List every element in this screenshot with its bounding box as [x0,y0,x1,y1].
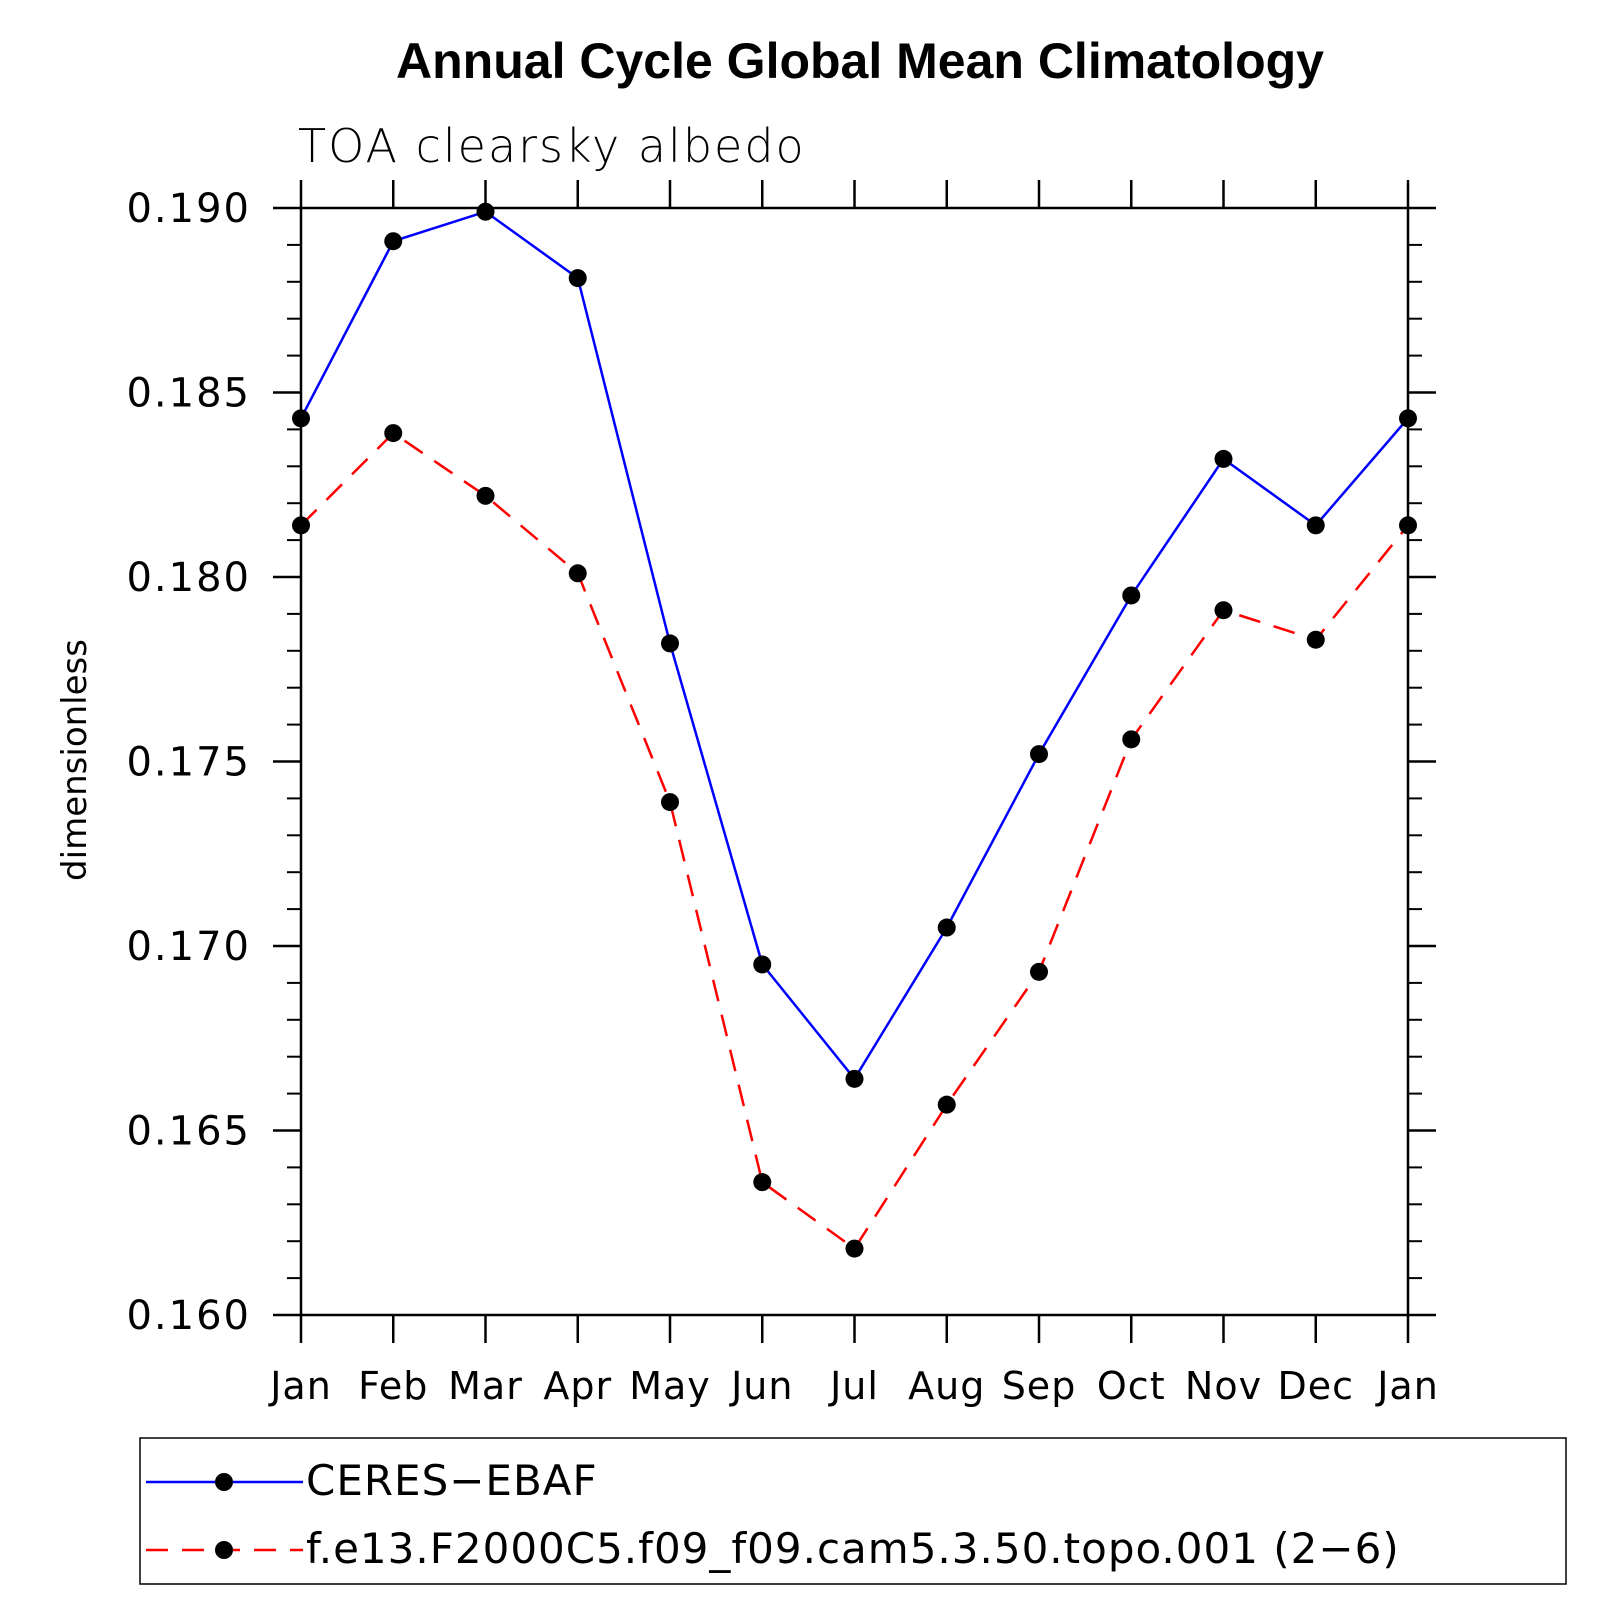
series-line-1 [300,431,1409,1251]
series-0-point [384,232,403,251]
series-line-0 [299,210,1409,1081]
series-0-point [476,202,495,221]
series-1-point [753,1173,772,1192]
series-1-point [845,1239,864,1258]
x-tick-label: Jul [828,1364,879,1408]
series-0-point [568,269,587,288]
x-tick-label: Feb [358,1364,428,1408]
legend-label-model: f.e13.F2000C5.f09_f09.cam5.3.50.topo.001… [306,1524,1400,1573]
legend-marker-0 [215,1473,233,1491]
series-1-point [1214,601,1233,620]
x-tick-label: Sep [1002,1364,1077,1408]
series-0-point [661,634,679,653]
y-tick-label: 0.165 [126,1109,251,1155]
x-tick-label: Jan [268,1364,332,1408]
y-axis-label: dimensionless [55,639,95,881]
series-0-point [845,1069,864,1088]
series-1-point [1399,516,1417,535]
series-0-point [1306,516,1325,535]
chart-subtitle: TOA clearsky albedo [298,119,806,173]
series-1-point [292,516,310,535]
series-0-point [1214,449,1233,468]
x-tick-label: Jun [729,1364,793,1408]
series-0-point [753,955,772,974]
x-tick-label: May [629,1364,711,1408]
y-tick-label: 0.190 [126,186,251,232]
legend-label-ceres: CERES−EBAF [306,1456,598,1505]
legend-marker-1 [215,1541,233,1559]
series-1-point [384,424,403,443]
series-1-point [661,793,679,812]
y-tick-label: 0.170 [126,924,251,970]
chart-title: Annual Cycle Global Mean Climatology [396,33,1324,89]
series-0-point [1122,586,1141,605]
series-0-point [1399,409,1417,428]
legend: CERES−EBAF f.e13.F2000C5.f09_f09.cam5.3.… [139,1437,1567,1585]
series-0-point [937,918,956,937]
series-1-point [476,486,495,505]
series-1-point [937,1095,956,1114]
series-1-point [1030,962,1048,981]
series-0-point [1030,745,1048,764]
x-tick-label: Dec [1277,1364,1354,1408]
y-tick-label: 0.185 [126,371,251,417]
series-0-point [292,409,310,428]
axes: 0.160 0.165 0.170 0.175 0.180 0.185 0.190 Jan Fe… [126,180,1438,1408]
x-tick-label: Aug [908,1364,985,1408]
x-tick-label: Oct [1097,1364,1166,1408]
legend-box [139,1437,1567,1585]
series-layer [292,202,1417,1258]
series-1-point [568,564,587,583]
x-tick-label: Mar [448,1364,523,1408]
x-tick-label: Jan [1375,1364,1439,1408]
plot-frame [299,206,1410,1317]
y-tick-label: 0.175 [126,740,251,786]
x-tick-label: Apr [543,1364,612,1408]
y-tick-label: 0.180 [126,555,251,601]
series-1-point [1122,730,1141,749]
y-tick-label: 0.160 [126,1293,251,1339]
x-tick-label: Nov [1185,1364,1262,1408]
series-1-point [1306,630,1325,649]
